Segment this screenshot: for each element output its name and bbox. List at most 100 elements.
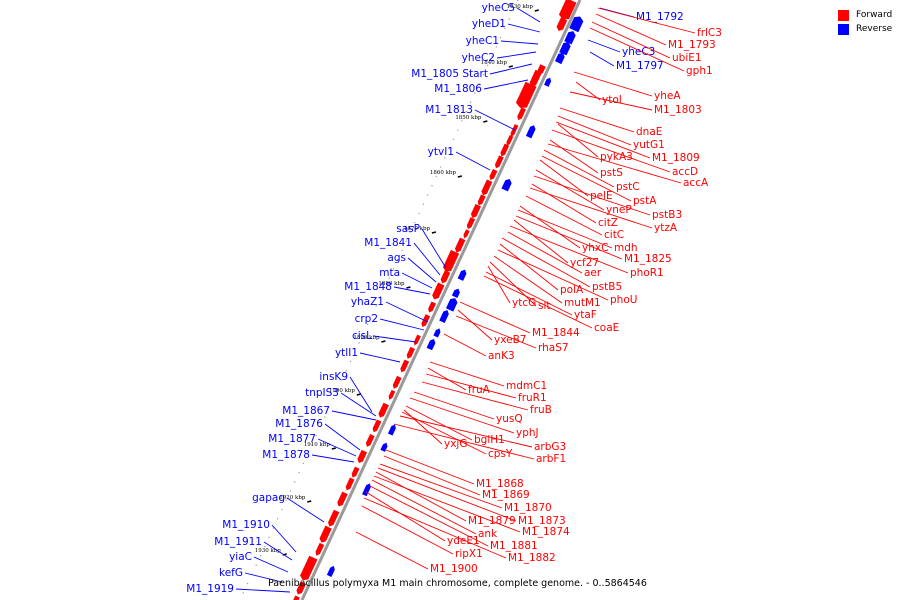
- label-leader: [597, 7, 696, 34]
- forward-gene-label: M1_1868: [476, 478, 524, 490]
- reverse-gene: [380, 442, 388, 452]
- label-leader: [421, 381, 529, 411]
- tick-label: 1910 kbp: [304, 442, 331, 448]
- tick-label: 1830 kbp: [507, 4, 534, 10]
- label-leader: [324, 423, 361, 451]
- reverse-gene: [387, 424, 396, 436]
- label-leader: [375, 471, 467, 522]
- forward-gene: [558, 0, 577, 20]
- label-leader: [373, 335, 417, 343]
- label-leader: [507, 23, 541, 33]
- reverse-gene: [362, 483, 371, 497]
- forward-gene: [388, 389, 396, 400]
- legend-forward: Forward: [838, 8, 892, 22]
- label-leader: [443, 333, 487, 357]
- reverse-gene-label: insK9: [319, 371, 348, 383]
- label-leader: [539, 159, 589, 197]
- label-leader: [589, 27, 685, 72]
- forward-gene-label: phoR1: [630, 267, 664, 279]
- forward-gene-label: slt: [538, 300, 551, 312]
- label-leader: [407, 257, 437, 283]
- reverse-gene: [569, 16, 584, 33]
- forward-gene-label: ycf27: [570, 257, 599, 269]
- reverse-gene-label: sasP: [396, 223, 420, 235]
- genome-caption: Paenibacillus polymyxa M1 main chromosom…: [268, 578, 647, 589]
- tick-label: 1890 kbp: [353, 335, 380, 341]
- forward-gene-label: arbG3: [534, 441, 566, 453]
- forward-gene-label: mdmC1: [506, 380, 547, 392]
- forward-gene: [365, 433, 375, 447]
- reverse-gene-label: ytvI1: [428, 146, 454, 158]
- forward-gene-label: yusQ: [496, 413, 523, 425]
- label-leader: [399, 415, 533, 448]
- tick-label: 1920 kbp: [279, 495, 306, 501]
- reverse-gene: [564, 31, 576, 45]
- label-leader: [361, 505, 454, 555]
- forward-gene-label: pstB3: [652, 209, 682, 221]
- chromosome-axis: [300, 0, 582, 600]
- forward-gene: [515, 81, 537, 108]
- forward-gene-label: mutM1: [564, 297, 601, 309]
- tick-mark: [406, 286, 411, 289]
- label-leader: [485, 271, 573, 316]
- label-leader: [457, 309, 493, 341]
- reverse-gene: [433, 328, 441, 338]
- reverse-gene: [554, 52, 565, 65]
- label-leader: [371, 479, 477, 535]
- reverse-gene-label: M1_1919: [186, 583, 234, 595]
- label-leader: [513, 219, 569, 264]
- tick-mark: [307, 500, 312, 503]
- forward-gene: [315, 542, 325, 556]
- label-leader: [573, 71, 653, 97]
- label-leader: [543, 149, 615, 188]
- label-leader: [517, 209, 613, 249]
- label-leader: [331, 410, 377, 421]
- label-leader: [413, 242, 441, 276]
- forward-gene-label: yxeB7: [494, 334, 526, 346]
- label-leader: [549, 139, 599, 174]
- label-leader: [589, 51, 615, 67]
- reverse-gene-label: kefG: [219, 567, 243, 579]
- forward-gene-label: ytoI: [602, 94, 622, 106]
- label-leader: [559, 107, 635, 133]
- reverse-gene-label: M1_1797: [616, 60, 664, 72]
- reverse-gene-label: M1_1911: [214, 536, 262, 548]
- forward-gene-label: M1_1882: [508, 552, 556, 564]
- tick-mark: [483, 120, 488, 123]
- forward-gene-label: M1_1844: [532, 327, 580, 339]
- forward-gene: [400, 359, 410, 373]
- forward-gene-label: M1_1869: [482, 489, 530, 501]
- reverse-gene: [446, 298, 458, 312]
- reverse-gene-label: ags: [387, 252, 406, 264]
- forward-gene-label: accD: [672, 166, 698, 178]
- forward-gene-label: yutG1: [633, 139, 665, 151]
- reverse-gene-label: M1_1848: [344, 281, 392, 293]
- forward-gene: [293, 595, 300, 600]
- label-leader: [487, 265, 511, 304]
- label-leader: [363, 497, 507, 559]
- inner-track: [239, 0, 519, 600]
- label-leader: [515, 215, 623, 260]
- label-leader: [393, 286, 431, 295]
- forward-gene: [494, 155, 504, 169]
- reverse-gene-label: yheC3: [622, 46, 655, 58]
- label-leader: [379, 318, 425, 331]
- label-leader: [429, 361, 505, 387]
- label-leader: [385, 301, 429, 323]
- label-leader: [509, 225, 629, 274]
- label-leader: [455, 315, 537, 349]
- forward-gene-label: citZ: [598, 217, 618, 229]
- reverse-gene-label: yheC2: [462, 52, 495, 64]
- label-leader: [244, 572, 283, 583]
- reverse-gene-label: tnpIS3: [305, 387, 339, 399]
- forward-gene-label: ank: [478, 528, 498, 540]
- forward-gene-label: pstA: [633, 195, 657, 207]
- label-leader: [401, 411, 487, 455]
- legend-reverse: Reverse: [838, 22, 892, 36]
- forward-gene-label: cpsY: [488, 448, 513, 460]
- forward-gene: [328, 509, 340, 527]
- reverse-gene-label: M1_1910: [222, 519, 270, 531]
- label-leader: [263, 541, 293, 561]
- reverse-gene-label: yhaZ1: [351, 296, 384, 308]
